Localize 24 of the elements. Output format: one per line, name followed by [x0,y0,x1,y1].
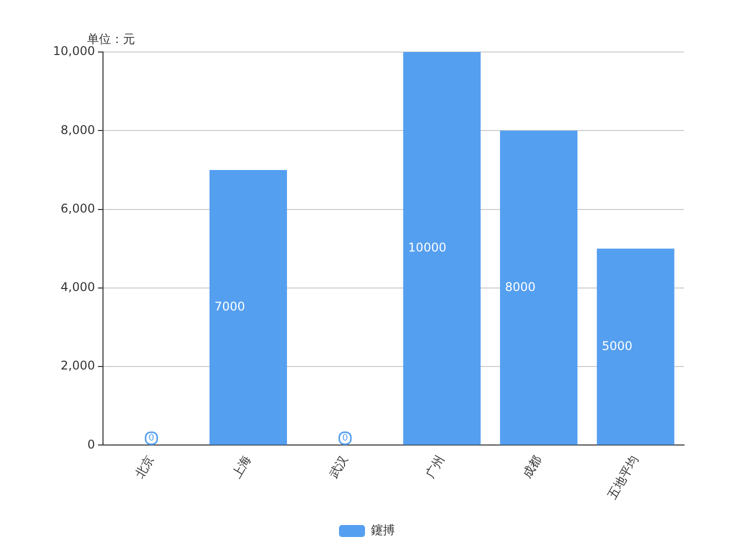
data-label: 0 [342,434,348,444]
y-tick-label: 2,000 [60,358,95,373]
x-tick-label: 上海 [229,452,254,481]
bar [596,248,674,445]
bar [210,170,287,445]
y-tick-label: 10,000 [52,44,95,58]
y-tick-label: 6,000 [60,201,95,216]
y-tick-label: 4,000 [60,280,95,294]
y-axis-title: 单位：元 [87,31,135,46]
data-label: 0 [148,434,155,444]
data-label: 10000 [408,240,446,254]
data-label: 8000 [505,280,536,294]
legend-label: 鑳搏 [371,523,395,538]
x-tick-label: 武汉 [326,452,350,481]
data-label: 7000 [214,299,246,314]
data-label: 5000 [602,338,632,353]
y-tick-label: 8,000 [60,122,95,137]
x-tick-label: 广州 [423,452,448,481]
x-tick-label: 北京 [132,452,157,481]
x-tick-label: 五地平均 [604,452,641,502]
x-tick-label: 成都 [520,452,544,481]
bar [403,52,481,445]
y-tick-label: 0 [87,437,95,452]
bar [500,130,578,445]
